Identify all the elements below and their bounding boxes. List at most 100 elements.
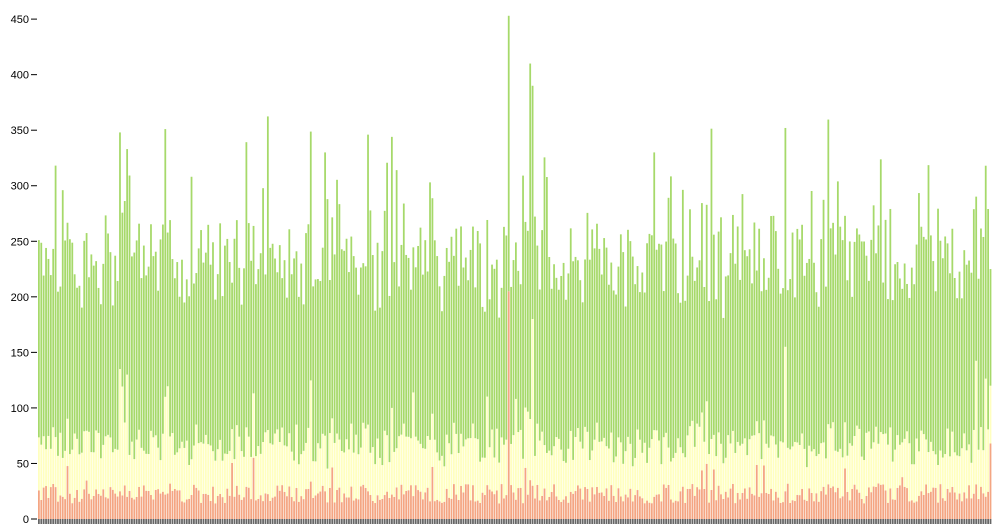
bar-base — [42, 519, 45, 524]
bar-segment — [317, 279, 319, 444]
bar-segment — [321, 247, 324, 434]
bar-segment — [326, 502, 329, 519]
bar-segment — [250, 499, 253, 519]
bar-segment — [634, 495, 637, 519]
bar-segment — [755, 464, 758, 519]
bar-base — [541, 519, 544, 524]
bar-segment — [848, 500, 851, 519]
bar-segment — [64, 240, 67, 451]
bar-base — [765, 519, 768, 524]
bar-segment — [410, 485, 412, 519]
bar-segment — [760, 459, 763, 494]
bar-base — [95, 519, 98, 524]
bar-segment — [381, 251, 384, 466]
bar-segment — [421, 274, 424, 449]
bar-segment — [312, 497, 315, 519]
bar-base — [937, 519, 939, 524]
bar-base — [45, 519, 47, 524]
bar-segment — [209, 500, 212, 519]
bar-segment — [679, 302, 682, 448]
bar-segment — [145, 490, 148, 519]
bar-segment — [162, 491, 164, 519]
y-tick-label: 350 — [11, 125, 29, 137]
bar-base — [336, 519, 338, 524]
bar-segment — [956, 298, 958, 456]
bar-segment — [302, 304, 305, 451]
bar-segment — [288, 486, 291, 519]
bar-segment — [138, 486, 140, 519]
bar-base — [884, 519, 887, 524]
bar-base — [650, 519, 653, 524]
bar-segment — [524, 407, 527, 468]
bar-segment — [297, 501, 300, 519]
bar-segment — [650, 503, 653, 519]
bar-segment — [133, 499, 136, 519]
bar-segment — [949, 273, 951, 457]
bar-base — [860, 519, 863, 524]
bar-segment — [555, 496, 558, 519]
bar-segment — [195, 424, 198, 488]
bar-segment — [529, 63, 532, 420]
y-tick-label: 250 — [11, 236, 29, 248]
bar-segment — [202, 443, 205, 494]
bar-segment — [946, 243, 949, 429]
bar-segment — [763, 258, 765, 421]
bar-segment — [386, 491, 388, 519]
bar-segment — [617, 488, 620, 519]
bar-segment — [283, 445, 286, 492]
bar-segment — [307, 427, 310, 489]
bar-base — [982, 519, 985, 524]
bar-segment — [69, 239, 71, 455]
bar-segment — [603, 437, 606, 496]
bar-segment — [627, 436, 629, 498]
bar-segment — [76, 489, 78, 519]
bar-segment — [216, 274, 219, 450]
bar-segment — [190, 176, 193, 460]
bar-segment — [515, 499, 517, 519]
bar-segment — [622, 463, 625, 502]
bar-base — [584, 519, 586, 524]
bar-segment — [157, 290, 160, 448]
bar-segment — [38, 240, 40, 438]
bar-segment — [972, 429, 975, 494]
bar-base — [896, 519, 899, 524]
bar-segment — [758, 433, 761, 497]
bar-segment — [701, 470, 703, 519]
bar-segment — [219, 439, 222, 494]
bar-base — [371, 519, 374, 524]
bar-segment — [166, 493, 169, 519]
bar-base — [54, 519, 57, 524]
bar-segment — [340, 502, 343, 519]
bar-segment — [204, 434, 207, 494]
bar-segment — [679, 447, 682, 492]
bar-segment — [579, 488, 582, 519]
bar-segment — [426, 271, 429, 437]
bar-base — [438, 519, 441, 524]
bar-segment — [693, 280, 696, 447]
bar-segment — [572, 493, 575, 519]
bar-segment — [741, 443, 744, 493]
bar-base — [176, 519, 179, 524]
bar-segment — [219, 493, 222, 519]
bar-segment — [720, 494, 722, 519]
bar-segment — [953, 492, 956, 519]
bar-base — [405, 519, 408, 524]
bar-segment — [689, 426, 691, 489]
bar-segment — [817, 501, 820, 519]
bar-base — [925, 519, 927, 524]
bar-base — [286, 519, 288, 524]
bar-segment — [743, 488, 746, 519]
bar-segment — [524, 221, 527, 408]
bar-segment — [314, 495, 317, 519]
bar-segment — [879, 159, 882, 433]
bar-segment — [820, 491, 823, 519]
bar-segment — [176, 490, 179, 519]
bar-segment — [424, 492, 427, 519]
bar-base — [302, 519, 305, 524]
y-tick-label: 300 — [11, 181, 29, 193]
bar-base — [359, 519, 362, 524]
bar-base — [717, 519, 720, 524]
bar-base — [958, 519, 961, 524]
bar-segment — [224, 245, 226, 454]
bar-segment — [483, 457, 486, 496]
